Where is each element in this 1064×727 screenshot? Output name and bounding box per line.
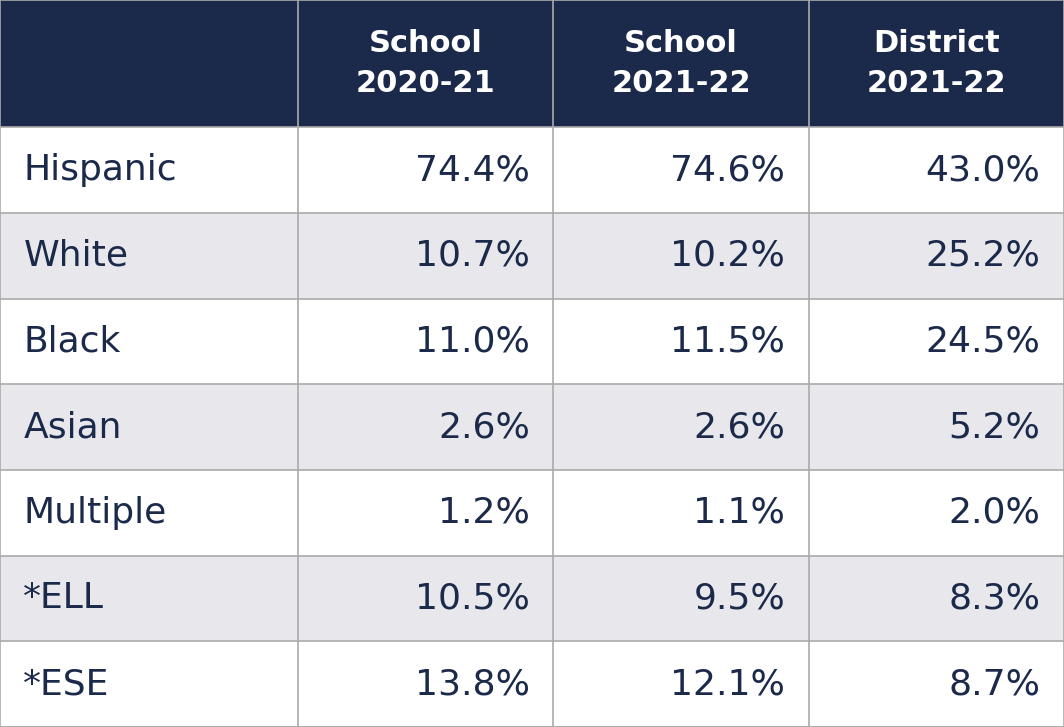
Bar <box>298 641 553 727</box>
Text: 12.1%: 12.1% <box>670 667 785 701</box>
Text: 8.7%: 8.7% <box>949 667 1041 701</box>
Bar <box>0 385 298 470</box>
Text: 9.5%: 9.5% <box>694 582 785 616</box>
Text: 5.2%: 5.2% <box>949 410 1041 444</box>
Text: Multiple: Multiple <box>23 496 167 530</box>
Bar <box>809 641 1064 727</box>
Text: 11.5%: 11.5% <box>670 324 785 358</box>
Text: *ELL: *ELL <box>23 582 104 616</box>
Bar <box>809 555 1064 641</box>
Bar <box>553 470 809 555</box>
Bar <box>553 385 809 470</box>
Bar <box>298 385 553 470</box>
Text: School
2020-21: School 2020-21 <box>355 29 496 98</box>
Text: 11.0%: 11.0% <box>415 324 530 358</box>
Bar <box>0 641 298 727</box>
Bar <box>0 0 298 127</box>
Text: District
2021-22: District 2021-22 <box>866 29 1007 98</box>
Text: 2.6%: 2.6% <box>694 410 785 444</box>
Bar <box>553 555 809 641</box>
Bar <box>553 0 809 127</box>
Bar <box>298 213 553 299</box>
Text: Asian: Asian <box>23 410 122 444</box>
Text: *ESE: *ESE <box>23 667 110 701</box>
Text: 43.0%: 43.0% <box>926 153 1041 187</box>
Text: 10.7%: 10.7% <box>415 238 530 273</box>
Text: 13.8%: 13.8% <box>415 667 530 701</box>
Text: 1.2%: 1.2% <box>438 496 530 530</box>
Text: 2.0%: 2.0% <box>949 496 1041 530</box>
Bar <box>809 0 1064 127</box>
Text: 74.6%: 74.6% <box>670 153 785 187</box>
Bar <box>298 0 553 127</box>
Bar <box>0 299 298 385</box>
Bar <box>298 555 553 641</box>
Text: 1.1%: 1.1% <box>694 496 785 530</box>
Bar <box>553 213 809 299</box>
Bar <box>298 299 553 385</box>
Bar <box>809 213 1064 299</box>
Bar <box>553 641 809 727</box>
Bar <box>0 470 298 555</box>
Text: 24.5%: 24.5% <box>926 324 1041 358</box>
Text: 2.6%: 2.6% <box>438 410 530 444</box>
Bar <box>553 299 809 385</box>
Bar <box>0 555 298 641</box>
Text: 10.5%: 10.5% <box>415 582 530 616</box>
Bar <box>553 127 809 213</box>
Text: School
2021-22: School 2021-22 <box>611 29 751 98</box>
Text: 8.3%: 8.3% <box>949 582 1041 616</box>
Bar <box>809 299 1064 385</box>
Text: Hispanic: Hispanic <box>23 153 177 187</box>
Text: 10.2%: 10.2% <box>670 238 785 273</box>
Bar <box>809 470 1064 555</box>
Text: White: White <box>23 238 129 273</box>
Bar <box>298 470 553 555</box>
Bar <box>298 127 553 213</box>
Text: Black: Black <box>23 324 121 358</box>
Bar <box>0 127 298 213</box>
Bar <box>0 213 298 299</box>
Bar <box>809 127 1064 213</box>
Bar <box>809 385 1064 470</box>
Text: 74.4%: 74.4% <box>415 153 530 187</box>
Text: 25.2%: 25.2% <box>926 238 1041 273</box>
